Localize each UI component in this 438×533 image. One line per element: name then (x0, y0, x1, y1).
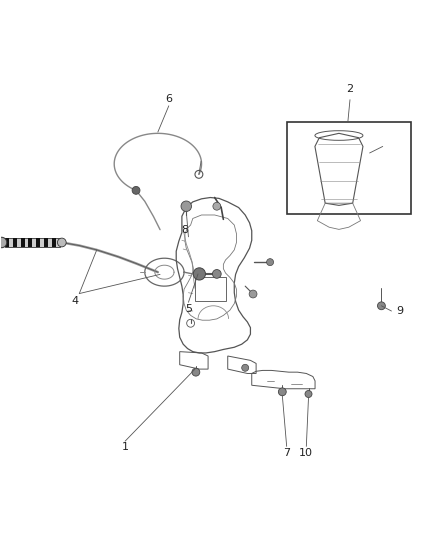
Bar (195, 277, 226, 302)
Circle shape (132, 187, 140, 195)
Bar (21, 238, 25, 247)
Text: 6: 6 (165, 94, 172, 104)
Bar (52, 238, 56, 247)
Text: 7: 7 (283, 448, 290, 458)
Circle shape (192, 368, 200, 376)
Circle shape (57, 238, 66, 247)
Text: 8: 8 (181, 225, 188, 235)
Circle shape (249, 290, 257, 298)
Circle shape (267, 259, 274, 265)
Circle shape (212, 270, 221, 278)
Circle shape (279, 388, 286, 395)
Circle shape (242, 364, 249, 372)
Circle shape (0, 237, 7, 248)
Bar (5, 238, 9, 247)
Bar (36, 238, 40, 247)
Circle shape (193, 268, 205, 280)
Text: 10: 10 (299, 448, 313, 458)
Bar (5, 238, 60, 247)
Text: 5: 5 (185, 304, 192, 314)
Bar (28, 238, 32, 247)
Circle shape (378, 302, 385, 310)
Text: 4: 4 (71, 296, 78, 306)
Circle shape (181, 201, 191, 212)
Bar (44, 238, 48, 247)
Circle shape (213, 203, 221, 210)
Bar (13, 238, 17, 247)
Text: 1: 1 (122, 442, 129, 453)
Text: 9: 9 (396, 306, 403, 316)
Text: 3: 3 (384, 140, 391, 150)
Text: 2: 2 (346, 84, 353, 94)
Bar (287, 123, 411, 214)
Circle shape (305, 391, 312, 398)
